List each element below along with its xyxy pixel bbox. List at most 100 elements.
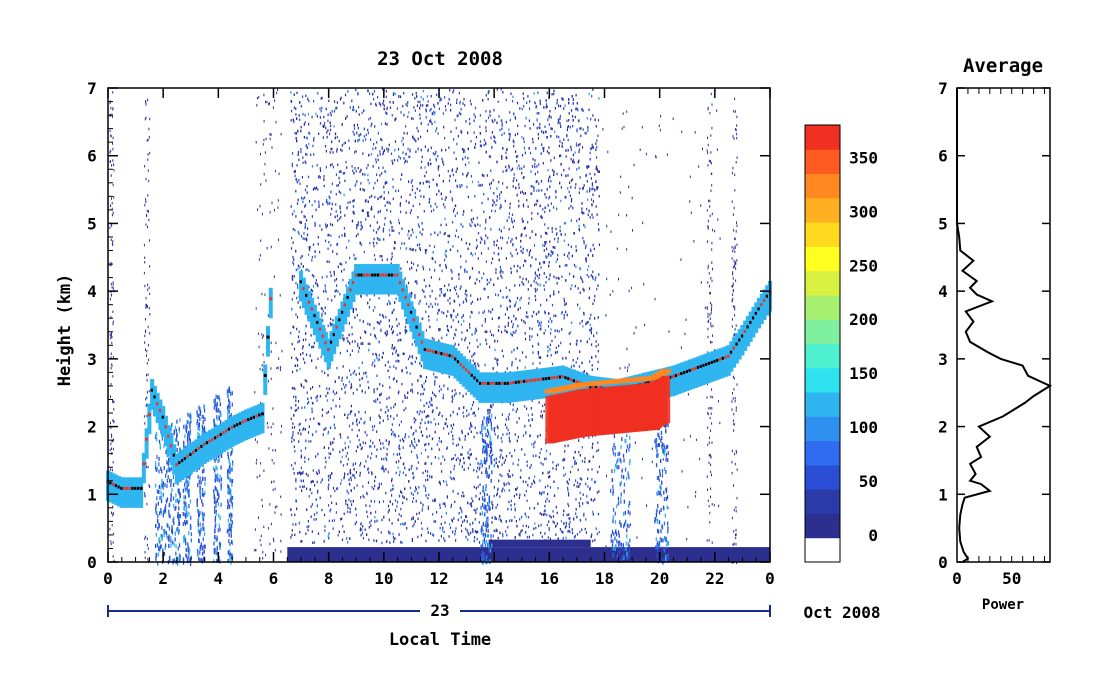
- noise-pixel: [435, 129, 437, 133]
- noise-pixel: [406, 527, 408, 530]
- noise-pixel: [375, 510, 377, 514]
- noise-pixel: [438, 339, 440, 342]
- noise-pixel: [378, 166, 380, 170]
- noise-pixel: [527, 95, 529, 98]
- noise-pixel: [347, 541, 349, 544]
- noise-pixel: [459, 287, 461, 290]
- noise-pixel: [455, 458, 457, 461]
- noise-pixel: [396, 333, 398, 337]
- noise-pixel: [591, 95, 593, 98]
- noise-pixel: [416, 410, 418, 414]
- noise-pixel: [527, 516, 530, 519]
- noise-pixel: [392, 487, 394, 491]
- noise-pixel: [363, 421, 365, 425]
- noise-pixel: [371, 486, 373, 489]
- noise-pixel: [545, 281, 547, 284]
- noise-pixel: [533, 445, 535, 449]
- noise-pixel: [494, 433, 496, 436]
- noise-pixel: [331, 519, 333, 522]
- noise-pixel: [343, 475, 346, 478]
- noise-pixel: [574, 186, 576, 189]
- noise-pixel: [594, 188, 596, 192]
- noise-pixel: [401, 382, 403, 386]
- noise-pixel: [498, 316, 501, 319]
- noise-pixel: [440, 192, 442, 196]
- noise-pixel: [501, 474, 503, 478]
- noise-pixel: [432, 533, 434, 536]
- noise-pixel: [478, 364, 480, 368]
- noise-pixel: [291, 342, 293, 346]
- noise-pixel: [534, 475, 536, 478]
- noise-pixel: [581, 460, 583, 463]
- noise-pixel: [514, 508, 516, 512]
- noise-pixel: [352, 422, 354, 425]
- noise-pixel: [573, 483, 575, 487]
- noise-pixel: [431, 122, 433, 126]
- noise-pixel: [336, 184, 338, 187]
- noise-pixel: [362, 139, 364, 142]
- noise-pixel: [586, 165, 588, 168]
- noise-pixel: [531, 399, 533, 402]
- noise-pixel: [414, 109, 416, 112]
- noise-pixel: [419, 374, 421, 378]
- noise-pixel: [457, 320, 460, 324]
- noise-pixel: [463, 98, 465, 101]
- noise-pixel: [499, 266, 501, 269]
- noise-pixel: [496, 529, 498, 532]
- noise-pixel: [474, 252, 476, 255]
- noise-pixel: [537, 212, 539, 215]
- noise-pixel: [437, 309, 439, 312]
- noise-pixel: [296, 180, 298, 184]
- noise-pixel: [582, 493, 584, 496]
- noise-pixel: [425, 302, 428, 306]
- noise-pixel: [386, 458, 388, 461]
- noise-pixel: [313, 513, 316, 516]
- noise-pixel: [303, 386, 305, 389]
- noise-pixel: [594, 294, 596, 298]
- noise-pixel: [304, 215, 306, 219]
- noise-pixel: [371, 207, 373, 211]
- noise-pixel: [453, 423, 455, 426]
- noise-pixel: [383, 446, 385, 449]
- noise-pixel: [529, 249, 532, 252]
- noise-pixel: [308, 400, 310, 404]
- noise-pixel: [567, 254, 569, 258]
- noise-pixel: [568, 251, 570, 255]
- noise-pixel: [402, 438, 404, 441]
- noise-pixel: [500, 88, 502, 91]
- noise-pixel: [451, 271, 453, 274]
- noise-pixel: [442, 180, 444, 183]
- noise-pixel: [598, 273, 600, 276]
- noise-pixel: [405, 103, 407, 106]
- noise-pixel: [553, 494, 556, 497]
- noise-pixel: [379, 102, 381, 106]
- noise-pixel: [582, 287, 584, 291]
- noise-pixel: [504, 325, 506, 329]
- noise-pixel: [331, 223, 334, 227]
- noise-pixel: [564, 196, 566, 199]
- noise-pixel: [536, 288, 538, 291]
- noise-pixel: [330, 190, 332, 194]
- noise-pixel: [534, 172, 536, 176]
- noise-pixel: [437, 132, 439, 135]
- noise-pixel: [533, 123, 535, 126]
- noise-pixel: [451, 477, 453, 481]
- noise-pixel: [483, 498, 485, 502]
- noise-pixel: [426, 129, 429, 133]
- noise-pixel: [319, 224, 321, 227]
- noise-pixel: [543, 244, 546, 247]
- noise-pixel: [304, 196, 306, 199]
- noise-pixel: [483, 310, 485, 313]
- noise-pixel: [352, 371, 354, 375]
- noise-pixel: [549, 317, 551, 320]
- noise-pixel: [331, 202, 333, 206]
- noise-pixel: [366, 491, 368, 495]
- noise-pixel: [370, 333, 372, 336]
- noise-pixel: [388, 325, 391, 328]
- noise-pixel: [484, 320, 486, 323]
- noise-pixel: [423, 195, 425, 199]
- noise-pixel: [463, 415, 465, 418]
- noise-pixel: [392, 197, 394, 201]
- noise-pixel: [475, 531, 478, 534]
- noise-pixel: [420, 430, 422, 434]
